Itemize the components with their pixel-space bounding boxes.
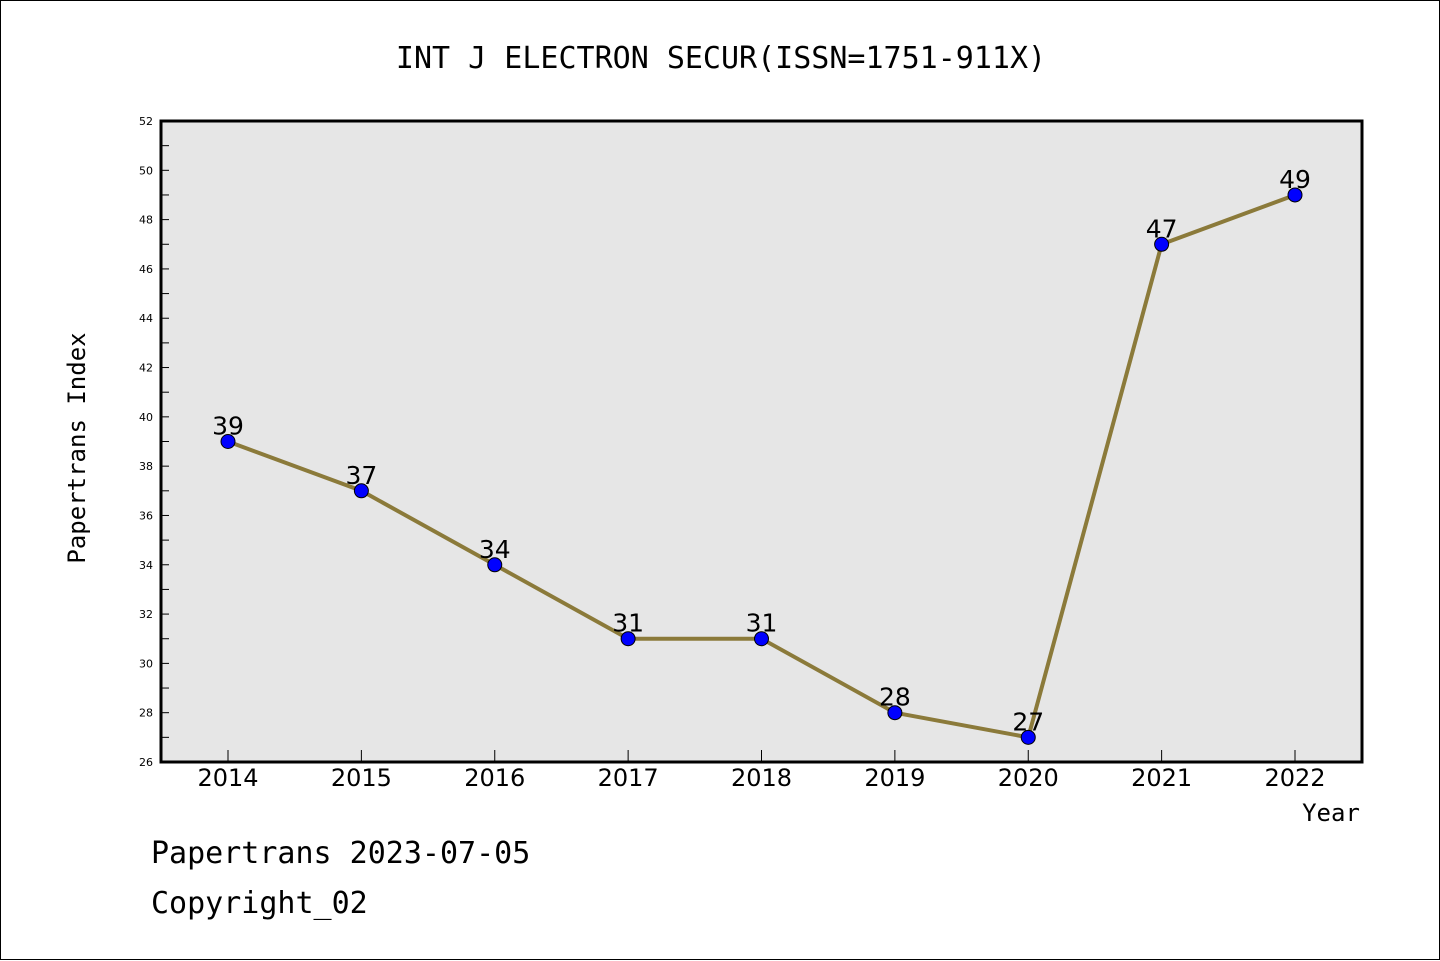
data-point xyxy=(353,483,369,499)
y-tick-label: 38 xyxy=(139,460,153,473)
y-tick-label: 40 xyxy=(139,411,153,424)
data-label: 27 xyxy=(1012,707,1044,736)
y-axis-label: Papertrans Index xyxy=(63,332,91,563)
y-tick-label: 28 xyxy=(139,707,153,720)
data-point xyxy=(754,631,769,647)
data-label: 49 xyxy=(1279,165,1311,194)
x-tick-label: 2018 xyxy=(731,764,792,792)
x-tick-label: 2016 xyxy=(464,764,525,792)
plot-area xyxy=(161,121,1362,762)
x-tick-label: 2019 xyxy=(864,764,925,792)
data-label: 34 xyxy=(479,535,511,564)
y-axis-ticks: 26 28 30 32 34 36 38 40 42 44 46 48 50 52 xyxy=(139,115,169,769)
y-tick-label: 48 xyxy=(139,214,153,227)
y-tick-label: 44 xyxy=(139,312,153,325)
x-tick-label: 2017 xyxy=(598,764,659,792)
data-point xyxy=(620,631,636,647)
y-tick-label: 34 xyxy=(139,559,153,572)
x-tick-label: 2020 xyxy=(998,764,1059,792)
data-label: 47 xyxy=(1146,214,1178,243)
y-tick-label: 26 xyxy=(139,756,153,769)
data-point xyxy=(887,705,903,721)
data-point xyxy=(220,434,236,449)
plot-border xyxy=(159,119,1364,764)
x-axis-label: Year xyxy=(1302,799,1360,827)
data-point xyxy=(1154,236,1170,252)
x-tick-label: 2022 xyxy=(1264,764,1325,792)
x-tick-label: 2015 xyxy=(331,764,392,792)
data-label: 31 xyxy=(612,609,644,638)
y-tick-label: 36 xyxy=(139,509,153,522)
data-label: 31 xyxy=(746,609,778,638)
y-tick-label: 46 xyxy=(139,263,153,276)
x-tick-label: 2014 xyxy=(197,764,258,792)
data-labels: 39 37 34 31 31 28 27 47 49 xyxy=(212,165,1311,736)
footer-copyright: Copyright_02 xyxy=(151,886,368,921)
x-tick-label: 2021 xyxy=(1131,764,1192,792)
y-tick-label: 52 xyxy=(139,115,153,128)
y-tick-label: 30 xyxy=(139,657,153,670)
data-point xyxy=(487,557,503,573)
y-tick-label: 32 xyxy=(139,608,153,621)
data-label: 37 xyxy=(345,461,377,490)
y-tick-label: 42 xyxy=(139,362,153,375)
series-markers xyxy=(220,187,1303,745)
data-label: 28 xyxy=(879,683,911,712)
data-point xyxy=(1020,729,1036,745)
chart-title: INT J ELECTRON SECUR(ISSN=1751-911X) xyxy=(396,41,1046,76)
y-tick-label: 50 xyxy=(139,164,153,177)
data-point xyxy=(1287,187,1303,203)
footer-date: Papertrans 2023-07-05 xyxy=(151,836,531,871)
x-axis-ticks: 2014 2015 2016 2017 2018 2019 2020 2021 2022 xyxy=(197,750,1326,792)
data-label: 39 xyxy=(212,412,244,441)
